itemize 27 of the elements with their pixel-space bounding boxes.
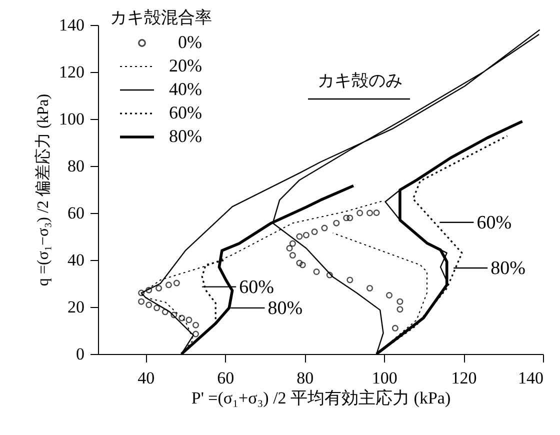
y-axis-title: q =(σ₁−σ₃) /2 偏差応力 (kPa) [34, 94, 52, 286]
legend-label: 80% [169, 126, 202, 146]
annotation: 80% [490, 258, 526, 279]
annotation: 60% [476, 212, 512, 234]
x-tick-label: 100 [372, 368, 398, 388]
x-tick-label: 120 [451, 368, 477, 388]
annotation: 60% [239, 276, 274, 298]
y-tick-label: 40 [68, 250, 84, 270]
legend-label: 20% [169, 56, 202, 76]
x-tick-label: 140 [518, 368, 544, 388]
legend-title: カキ殻混合率 [110, 8, 212, 27]
y-tick-label: 0 [76, 344, 84, 364]
x-tick-label: 60 [217, 368, 234, 388]
y-tick-label: 120 [59, 62, 84, 82]
x-tick-label: 40 [138, 368, 155, 388]
y-tick-label: 140 [59, 16, 84, 34]
legend-label: 40% [169, 79, 202, 99]
legend-label: 60% [169, 102, 202, 122]
y-tick-label: 60 [68, 204, 84, 222]
y-tick-label: 80 [68, 156, 84, 176]
legend-label: 0% [178, 32, 202, 52]
x-axis-title: P' =(σ₁+σ₃) /2 平均有効主応力 (kPa) [191, 388, 451, 408]
annotation: 80% [268, 298, 303, 319]
y-tick-label: 100 [59, 110, 84, 128]
annotation: カキ殻のみ [318, 71, 402, 90]
y-tick-label: 20 [68, 298, 84, 316]
x-tick-label: 80 [296, 368, 314, 388]
